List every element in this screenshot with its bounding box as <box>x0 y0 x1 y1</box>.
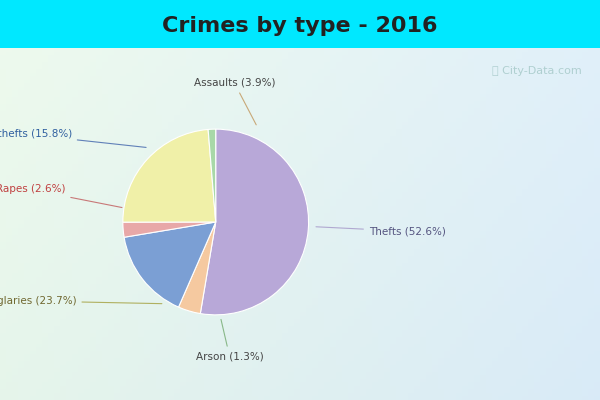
Text: Assaults (3.9%): Assaults (3.9%) <box>194 78 275 125</box>
Wedge shape <box>124 222 216 307</box>
Wedge shape <box>179 222 216 314</box>
Text: Thefts (52.6%): Thefts (52.6%) <box>316 226 446 236</box>
Text: Crimes by type - 2016: Crimes by type - 2016 <box>162 16 438 36</box>
Wedge shape <box>123 222 216 237</box>
Text: ⓘ City-Data.com: ⓘ City-Data.com <box>492 66 582 76</box>
Wedge shape <box>200 129 308 315</box>
Text: Arson (1.3%): Arson (1.3%) <box>196 320 263 362</box>
Text: Auto thefts (15.8%): Auto thefts (15.8%) <box>0 129 146 148</box>
Text: Burglaries (23.7%): Burglaries (23.7%) <box>0 296 162 306</box>
Wedge shape <box>208 129 216 222</box>
Wedge shape <box>123 130 216 222</box>
Text: Rapes (2.6%): Rapes (2.6%) <box>0 184 122 208</box>
